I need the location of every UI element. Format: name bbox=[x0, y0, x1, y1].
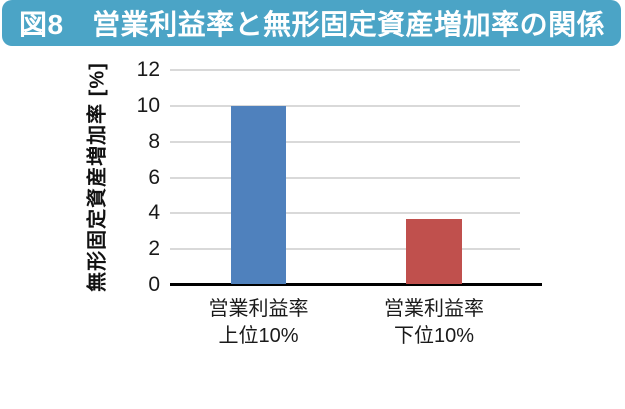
y-tick-label: 4 bbox=[148, 201, 160, 225]
x-category-label-line: 下位10% bbox=[393, 325, 475, 347]
bar-operating-margin-bottom10 bbox=[406, 218, 462, 284]
gridline bbox=[170, 104, 520, 107]
y-tick-label: 12 bbox=[136, 58, 160, 81]
y-tick-label: 0 bbox=[148, 273, 160, 296]
bar-operating-margin-top10 bbox=[231, 105, 286, 284]
y-tick-label: 6 bbox=[148, 165, 160, 189]
y-tick-label: 2 bbox=[148, 237, 160, 261]
figure-title-bar: 図8 営業利益率と無形固定資産増加率の関係 bbox=[2, 0, 621, 46]
y-tick-label: 10 bbox=[136, 93, 160, 117]
x-axis-line bbox=[170, 283, 542, 286]
x-category-label: 営業利益率下位10% bbox=[344, 296, 524, 350]
gridline bbox=[170, 212, 520, 215]
x-category-label-line: 営業利益率 bbox=[384, 298, 484, 320]
y-tick-label: 8 bbox=[148, 129, 160, 153]
gridline bbox=[170, 248, 520, 251]
plot-area: 0 2 4 6 8 10 12 営業利益率 上位10% 営業利益率 下位10% bbox=[137, 58, 542, 347]
gridline bbox=[170, 140, 520, 143]
y-axis-title: 無形固定資産増加率 [%] bbox=[86, 62, 109, 292]
figure-title: 図8 営業利益率と無形固定資産増加率の関係 bbox=[19, 9, 606, 40]
bar-chart: 無形固定資産増加率 [%] 0 2 4 6 8 10 12 営業利益率 上位10% 営業利益率 下位… bbox=[0, 46, 625, 409]
x-category-label-line: 上位10% bbox=[218, 325, 299, 347]
gridline bbox=[170, 176, 520, 179]
x-category-label: 営業利益率上位10% bbox=[169, 296, 349, 350]
x-category-label-line: 営業利益率 bbox=[208, 298, 309, 320]
gridline bbox=[170, 69, 520, 71]
